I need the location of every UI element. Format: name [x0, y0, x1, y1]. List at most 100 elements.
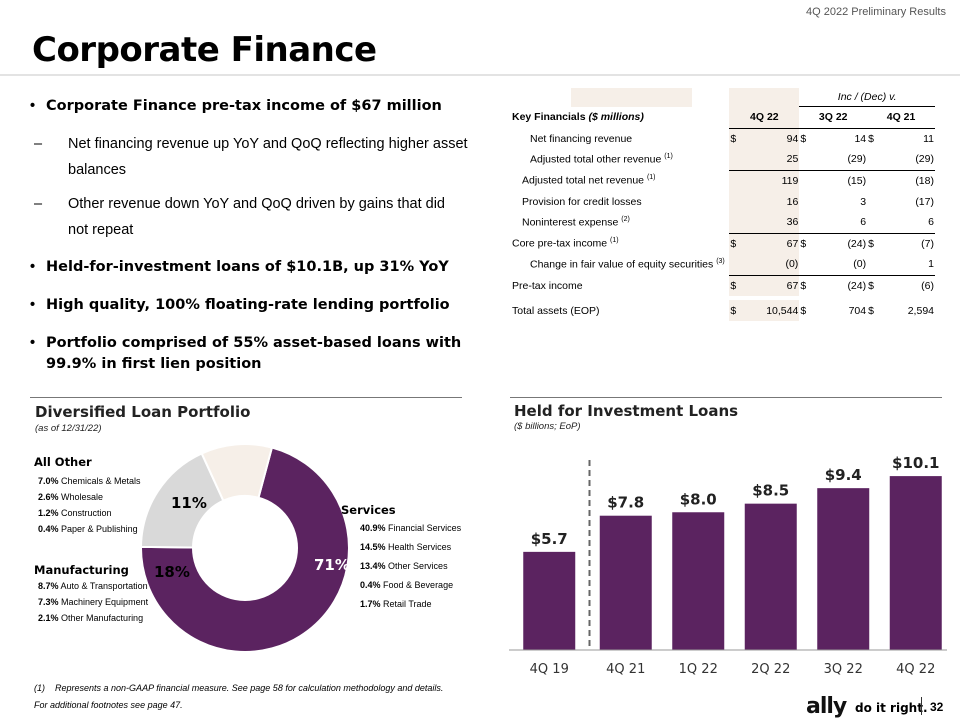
list-item: 2.1% Other Manufacturing [38, 613, 148, 629]
currency-cell [799, 149, 815, 171]
value-cell: (29) [881, 149, 935, 171]
list-item-pct: 40.9% [360, 523, 386, 533]
table-units: ($ millions) [588, 111, 644, 123]
row-label: Net financing revenue [510, 128, 729, 149]
list-item-label: Machinery Equipment [61, 597, 149, 607]
bullet-portfolio: Portfolio comprised of 55% asset-based l… [30, 333, 480, 375]
bar [672, 512, 725, 650]
list-item-pct: 14.5% [360, 542, 386, 552]
footnote-ref: (3) [716, 258, 725, 266]
currency-cell: $ [729, 300, 745, 321]
hfi-chart-title: Held for Investment Loans [514, 402, 739, 420]
value-cell: 704 [848, 304, 867, 317]
value-cell: 14 [854, 132, 867, 145]
group-title-manufacturing: Manufacturing [34, 563, 129, 577]
value-cell: 3 [860, 195, 867, 208]
value-cell: 6 [881, 212, 935, 234]
sub-bullet-text: Other revenue down YoY and QoQ driven by… [68, 196, 445, 238]
currency-cell: $ [800, 237, 807, 250]
value-cell: (15) [847, 174, 867, 187]
bar [889, 476, 942, 650]
slice-label-manufacturing: 18% [154, 563, 190, 581]
currency-cell: $ [800, 304, 807, 317]
list-item-label: Chemicals & Metals [61, 476, 141, 486]
row-label: Change in fair value of equity securitie… [510, 254, 729, 275]
bar-value-label: $9.4 [825, 466, 862, 484]
slice-label-services: 71% [314, 556, 350, 574]
currency-cell [867, 191, 882, 212]
table-row: Pre-tax income $67 $ (24) $ (6) [510, 275, 935, 296]
list-item-label: Paper & Publishing [61, 524, 138, 534]
table-row: Net financing revenue $94 $14 $11 [510, 128, 935, 149]
list-item-label: Financial Services [388, 523, 462, 533]
list-item: 2.6% Wholesale [38, 492, 141, 508]
value-cell: (0) [814, 254, 868, 276]
list-item: 40.9% Financial Services [360, 523, 461, 542]
bullet-pretax-income: Corporate Finance pre-tax income of $67 … [30, 96, 480, 117]
bar [599, 515, 652, 650]
list-item: 14.5% Health Services [360, 542, 461, 561]
currency-cell [729, 254, 745, 276]
footnote-ref: (2) [621, 216, 630, 224]
currency-cell [867, 254, 882, 276]
currency-cell: $ [868, 279, 874, 292]
all-other-list: 7.0% Chemicals & Metals 2.6% Wholesale 1.2… [38, 476, 141, 540]
table-row: Provision for credit losses 16 3 (17) [510, 191, 935, 212]
list-item-pct: 0.4% [38, 524, 59, 534]
currency-cell: $ [868, 132, 874, 145]
manufacturing-list: 8.7% Auto & Transportation 7.3% Machinery… [38, 581, 148, 629]
x-tick-label: 3Q 22 [824, 662, 863, 677]
currency-cell: $ [800, 279, 807, 292]
value-cell: 36 [744, 212, 800, 234]
list-item-pct: 0.4% [360, 580, 381, 590]
value-cell: 16 [744, 191, 800, 212]
footnote-1: (1) Represents a non-GAAP financial meas… [34, 683, 443, 693]
list-item-label: Wholesale [61, 492, 104, 502]
list-item-pct: 2.6% [38, 492, 59, 502]
services-list: 40.9% Financial Services 14.5% Health Ser… [360, 523, 461, 618]
value-cell: 2,594 [907, 304, 934, 317]
footnote-ref: (1) [664, 153, 673, 161]
group-title-all-other: All Other [34, 455, 92, 469]
list-item-label: Food & Beverage [383, 580, 454, 590]
ally-logo: ally [806, 694, 847, 719]
footnote-2: For additional footnotes see page 47. [34, 700, 183, 710]
currency-cell [729, 191, 745, 212]
value-cell: 11 [923, 132, 934, 145]
currency-cell [867, 149, 882, 171]
table-row: Core pre-tax income (1) $67 $ (24) $ (7) [510, 233, 935, 254]
table-row: Adjusted total net revenue (1) 119 (15) (18… [510, 170, 935, 191]
row-label-text: Net financing revenue [530, 132, 633, 145]
row-label-text: Pre-tax income [512, 279, 583, 292]
table-row: Change in fair value of equity securitie… [510, 254, 935, 276]
list-item: 0.4% Food & Beverage [360, 580, 461, 599]
list-item-pct: 1.7% [360, 599, 381, 609]
currency-cell [729, 212, 745, 234]
currency-cell [799, 191, 814, 212]
value-cell: 25 [744, 149, 800, 171]
value-cell: (24) [847, 279, 867, 292]
hfi-chart-subtitle: ($ billions; EoP) [514, 421, 581, 432]
sub-bullet-net-financing: – Net financing revenue up YoY and QoQ re… [34, 136, 468, 178]
list-item: 7.3% Machinery Equipment [38, 597, 148, 613]
currency-cell [799, 212, 815, 234]
footnote-ref: (1) [646, 174, 656, 182]
currency-cell [799, 254, 815, 276]
section-divider [510, 397, 942, 398]
currency-cell: $ [729, 128, 745, 149]
row-label-text: Adjusted total net revenue [522, 174, 645, 187]
row-label: Total assets (EOP) [510, 300, 729, 321]
row-label-text: Adjusted total other revenue [530, 153, 662, 166]
row-label-text: Noninterest expense [522, 216, 619, 229]
tagline: do it right. [855, 701, 928, 715]
list-item-label: Health Services [388, 542, 452, 552]
report-name: 4Q 2022 Preliminary Results [805, 6, 946, 18]
value-cell: (0) [744, 254, 800, 276]
bar [744, 503, 797, 650]
row-label-text: Change in fair value of equity securitie… [530, 258, 714, 271]
currency-cell: $ [868, 304, 874, 317]
bar-value-label: $8.0 [680, 490, 717, 508]
x-tick-label: 2Q 22 [751, 662, 790, 677]
value-cell: (18) [915, 174, 934, 187]
bar-value-label: $10.1 [892, 454, 939, 472]
